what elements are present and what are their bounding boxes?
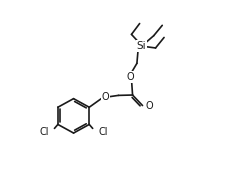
Text: O: O bbox=[145, 101, 153, 111]
Text: Cl: Cl bbox=[98, 127, 108, 137]
Text: Cl: Cl bbox=[40, 127, 49, 137]
Text: O: O bbox=[127, 72, 134, 82]
Text: Si: Si bbox=[137, 41, 146, 51]
Text: O: O bbox=[101, 92, 109, 102]
